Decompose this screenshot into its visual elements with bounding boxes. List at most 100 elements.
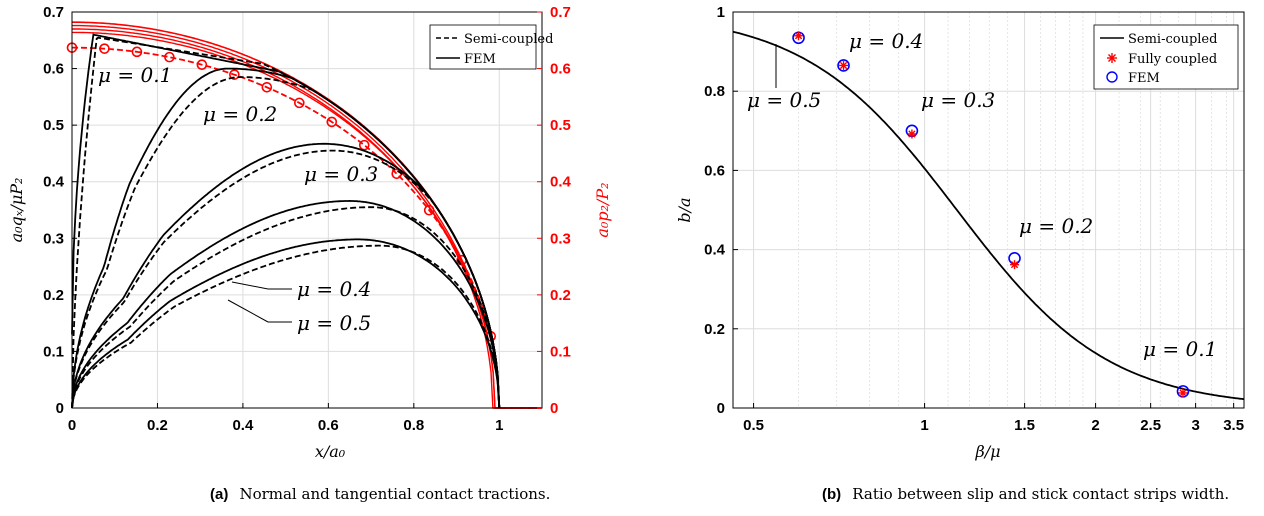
fully-coupled-point-mu01: [1178, 388, 1188, 398]
panel-b-ylabel: b/a: [675, 197, 694, 222]
leader-mu04-a-1: [231, 281, 269, 290]
fully-coupled-point-mu04: [839, 60, 849, 70]
pressure-curve-0: [72, 46, 542, 409]
panel-a-ytick-label: 0.2: [43, 287, 64, 304]
panel-a-xtick-label: 0.4: [232, 417, 254, 434]
panel-a-ytick-label: 0: [56, 400, 64, 417]
panel-b-ytick-label: 0.4: [704, 242, 726, 259]
panel-a-xtick-label: 0.6: [318, 417, 339, 434]
panel-a-y2tick-label: 0.2: [550, 287, 571, 304]
panel-b: 0.5 1 1.5 2 2.5 3 3.5 0 0.2 0.4 0.6 0.8 1 μ = 0.4 μ …: [675, 4, 1245, 461]
annotation-a-mu04: μ = 0.4: [297, 277, 371, 301]
panel-a-curves: [66, 21, 542, 409]
panel-b-ytick-label: 0.6: [704, 162, 725, 179]
caption-b-text: Ratio between slip and stick contact str…: [852, 485, 1229, 503]
legend-b-box: [1093, 24, 1239, 90]
panel-a-y2tick-label: 0.7: [550, 4, 571, 21]
traction-curve-mu05-fem: [71, 238, 501, 409]
pressure-marker: [99, 43, 110, 54]
legend-b-circle-label: FEM: [1128, 71, 1160, 86]
pressure-marker: [131, 46, 143, 58]
panel-b-xtick-label: 2: [1091, 417, 1099, 434]
pressure-marker: [423, 204, 435, 216]
panel-b-xtick-label: 1: [920, 417, 928, 434]
panel-a-y2tick-label: 0: [550, 400, 558, 417]
panel-a-xtick-label: 0.2: [147, 417, 168, 434]
traction-curve-mu04-fem: [71, 199, 501, 409]
caption-a-text: Normal and tangential contact tractions.: [239, 485, 550, 503]
panel-b-grid: [733, 12, 1244, 408]
legend-a-solid-label: FEM: [464, 52, 496, 67]
panel-a-ticks: 0 0.2 0.4 0.6 0.8 10 00.1 0.10.2 0.20.3 0.30.4 0.4…: [43, 4, 571, 434]
panel-b-curves: [732, 30, 1245, 401]
panel-a-ytick-label: 0.1: [43, 343, 64, 360]
panel-b-ytick-label: 1: [717, 4, 725, 21]
traction-curve-mu01-fem: [71, 33, 501, 409]
panel-a-ytick-label: 0.7: [43, 4, 64, 21]
caption-a: (a) Normal and tangential contact tracti…: [210, 484, 550, 503]
annotation-b-mu05: μ = 0.5: [747, 88, 821, 112]
traction-curve-mu03-semi: [71, 149, 501, 409]
panel-a-ytick-label: 0.3: [43, 230, 64, 247]
panel-b-xtick-label: 1.5: [1014, 417, 1035, 434]
annotation-b-mu04: μ = 0.4: [849, 29, 923, 53]
legend-a: Semi-coupled FEM: [429, 24, 553, 70]
legend-a-dashed-label: Semi-coupled: [464, 32, 553, 47]
panel-b-xtick-label: 0.5: [743, 417, 764, 434]
panel-b-frame: [732, 11, 1245, 409]
panel-a-ytick-label: 0.6: [43, 61, 64, 78]
traction-curve-mu03-fem: [71, 142, 501, 409]
panel-a-y2tick-label: 0.1: [550, 343, 571, 360]
panel-a-ylabel-left: a₀qₓ/μP₂: [7, 178, 26, 243]
fem-point-mu04: [837, 59, 850, 72]
panel-b-ytick-label: 0.8: [704, 83, 725, 100]
fully-coupled-point-mu05: [794, 31, 804, 41]
annotation-b-mu03: μ = 0.3: [921, 88, 995, 112]
annotation-a-mu02: μ = 0.2: [203, 102, 277, 126]
panel-a: 0 0.2 0.4 0.6 0.8 10 00.1 0.10.2 0.20.3 0.30.4 0.4…: [7, 4, 612, 461]
panel-a-ytick-label: 0.5: [43, 117, 64, 134]
caption-b-tag: (b): [822, 486, 841, 503]
legend-b-line-label: Semi-coupled: [1128, 32, 1217, 47]
panel-a-ytick-label: 0.4: [43, 174, 65, 191]
panel-a-y2tick-label: 0.3: [550, 230, 571, 247]
traction-curve-mu04-semi: [71, 206, 501, 409]
fully-coupled-point-mu02: [1010, 260, 1020, 270]
caption-a-tag: (a): [210, 486, 228, 503]
panel-a-y2tick-label: 0.6: [550, 61, 571, 78]
panel-a-y2tick-label: 0.4: [550, 174, 572, 191]
panel-b-xtick-label: 3.5: [1223, 417, 1244, 434]
pressure-curve-4: [72, 31, 542, 409]
panel-a-frame: [71, 11, 543, 409]
legend-b-star-label: Fully coupled: [1128, 52, 1217, 67]
panel-a-y2tick-label: 0.5: [550, 117, 571, 134]
caption-b: (b) Ratio between slip and stick contact…: [822, 484, 1229, 503]
pressure-marker: [164, 51, 175, 63]
fully-coupled-point-mu03: [907, 129, 917, 139]
panel-b-xtick-label: 3: [1191, 417, 1199, 434]
panel-b-ticks: 0.5 1 1.5 2 2.5 3 3.5 0 0.2 0.4 0.6 0.8 1: [704, 4, 1244, 434]
pressure-curve-2: [72, 24, 542, 409]
panel-a-xtick-label: 0: [68, 417, 76, 434]
pressure-marker: [196, 59, 208, 70]
panel-b-ytick-label: 0.2: [704, 321, 725, 338]
panel-a-xlabel: x/a₀: [315, 442, 346, 461]
pressure-marker: [326, 116, 338, 128]
legend-b-circle-swatch: [1106, 71, 1118, 83]
pressure-marker: [261, 81, 273, 93]
annotation-a-mu05: μ = 0.5: [297, 311, 371, 335]
pressure-marker: [229, 69, 240, 80]
panel-b-ytick-label: 0: [717, 400, 725, 417]
legend-b-star-swatch: [1107, 53, 1117, 63]
panel-b-xtick-label: 2.5: [1140, 417, 1161, 434]
traction-curve-mu02-semi: [71, 76, 501, 409]
panel-b-xlabel: β/μ: [974, 442, 1000, 461]
annotation-a-mu03: μ = 0.3: [304, 162, 378, 186]
pressure-marker: [358, 139, 370, 151]
legend-b: Semi-coupled Fully coupled FEM: [1093, 24, 1239, 90]
annotation-b-mu01: μ = 0.1: [1143, 337, 1217, 361]
annotation-a-mu01: μ = 0.1: [98, 63, 172, 87]
traction-curve-mu05-semi: [71, 244, 501, 409]
pressure-marker: [294, 97, 305, 109]
